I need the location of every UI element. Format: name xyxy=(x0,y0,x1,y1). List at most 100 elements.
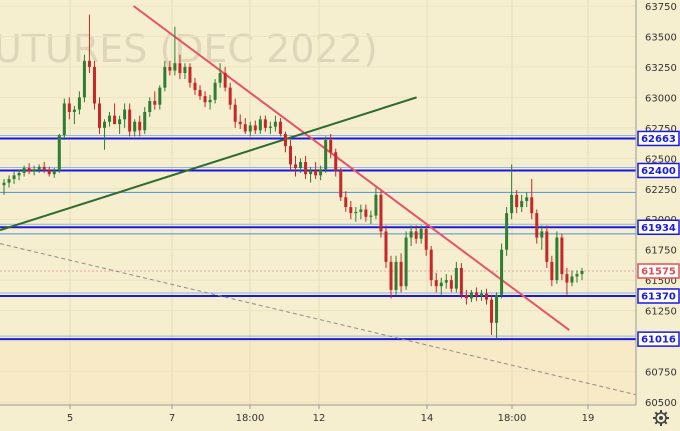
x-tick-label: 19 xyxy=(582,413,595,424)
candle-body xyxy=(108,115,112,122)
y-tick-label: 62500 xyxy=(645,154,677,165)
candle-body xyxy=(32,169,36,172)
candle-body xyxy=(359,209,363,212)
candle-body xyxy=(72,109,76,113)
candle-body xyxy=(444,280,448,283)
candle-body xyxy=(404,237,408,287)
x-tick-label: 18:00 xyxy=(236,413,265,424)
candle-body xyxy=(87,60,91,67)
candle-body xyxy=(439,282,443,287)
candle-body xyxy=(570,276,574,283)
horizontal-levels xyxy=(0,134,636,341)
candle-body xyxy=(565,274,569,283)
candle-body xyxy=(77,97,81,110)
candle-body xyxy=(258,119,262,131)
y-tick-label: 62250 xyxy=(645,185,677,196)
level-price-tag xyxy=(637,162,680,179)
candle-body xyxy=(469,292,473,299)
candle-body xyxy=(474,292,478,296)
level-price-tag-label: 61934 xyxy=(641,223,676,234)
candle-body xyxy=(545,231,549,262)
candle-body xyxy=(168,66,172,71)
x-axis-panel xyxy=(0,405,636,431)
candle-body xyxy=(148,101,152,113)
candle-body xyxy=(464,294,468,299)
grid-lines xyxy=(0,0,636,405)
candle-body xyxy=(188,66,192,83)
level-price-tag-label: 61016 xyxy=(641,335,676,346)
candle-body xyxy=(520,200,524,208)
candle-body xyxy=(324,140,328,170)
candle-body xyxy=(253,125,257,131)
candle-body xyxy=(429,249,433,281)
candle-body xyxy=(193,82,197,91)
candle-body xyxy=(27,168,31,172)
candle-body xyxy=(62,103,66,136)
candle-body xyxy=(389,261,393,290)
current-price-label: 61575 xyxy=(641,267,676,278)
candle-body xyxy=(268,126,272,128)
candle-body xyxy=(233,104,237,122)
candle-body xyxy=(82,60,86,98)
x-tick-label: 5 xyxy=(67,413,73,424)
candle-body xyxy=(158,87,162,105)
candle-body xyxy=(374,194,378,216)
trendlines xyxy=(0,5,637,396)
candle-body xyxy=(103,121,107,128)
gear-icon[interactable] xyxy=(653,410,669,426)
candle-body xyxy=(304,161,308,175)
candle-body xyxy=(409,231,413,238)
candle-body xyxy=(92,66,96,104)
candle-body xyxy=(163,66,167,88)
candle-body xyxy=(490,299,494,323)
y-tick-label: 63000 xyxy=(645,93,677,104)
candle-body xyxy=(42,166,46,171)
candle-body xyxy=(203,96,207,103)
candle-body xyxy=(12,175,16,180)
candle-body xyxy=(278,121,282,134)
candle-body xyxy=(113,115,117,125)
candle-body xyxy=(294,164,298,169)
candle-body xyxy=(143,112,147,131)
candle-body xyxy=(339,170,343,198)
uptrend-trendline xyxy=(0,96,417,232)
level-price-tag-label: 61370 xyxy=(641,291,676,302)
candle-body xyxy=(97,103,102,128)
candle-body xyxy=(7,179,11,183)
y-tick-label: 60750 xyxy=(645,368,677,379)
plot-background xyxy=(0,0,636,405)
x-tick-label: 18:00 xyxy=(498,413,527,424)
candle-body xyxy=(329,140,333,153)
y-tick-label: 61750 xyxy=(645,246,677,257)
lower-band xyxy=(0,341,636,405)
candle-body xyxy=(525,197,529,201)
candle-body xyxy=(223,73,227,88)
candle-body xyxy=(178,63,182,74)
candle-body xyxy=(173,63,177,71)
candle-body xyxy=(379,194,383,232)
candle-body xyxy=(218,73,222,83)
candle-body xyxy=(530,197,534,214)
y-axis-panel xyxy=(636,0,680,431)
level-price-tag-label: 62400 xyxy=(641,166,676,177)
candle-body xyxy=(2,182,6,186)
candle-body xyxy=(550,261,554,281)
candle-body xyxy=(434,280,438,287)
candles xyxy=(2,14,584,339)
candle-body xyxy=(495,294,499,323)
x-tick-label: 7 xyxy=(169,413,175,424)
candle-body xyxy=(344,197,348,208)
candle-body xyxy=(354,211,358,214)
candle-body xyxy=(283,133,287,147)
candle-body xyxy=(118,119,122,125)
y-tick-label: 62750 xyxy=(645,124,677,135)
candle-body xyxy=(153,101,157,105)
candle-body xyxy=(52,170,56,175)
level-price-tag-label: 62663 xyxy=(641,134,676,145)
candle-body xyxy=(123,109,127,120)
candle-body xyxy=(183,66,187,74)
candle-body xyxy=(22,168,26,173)
candle-body xyxy=(484,293,489,300)
